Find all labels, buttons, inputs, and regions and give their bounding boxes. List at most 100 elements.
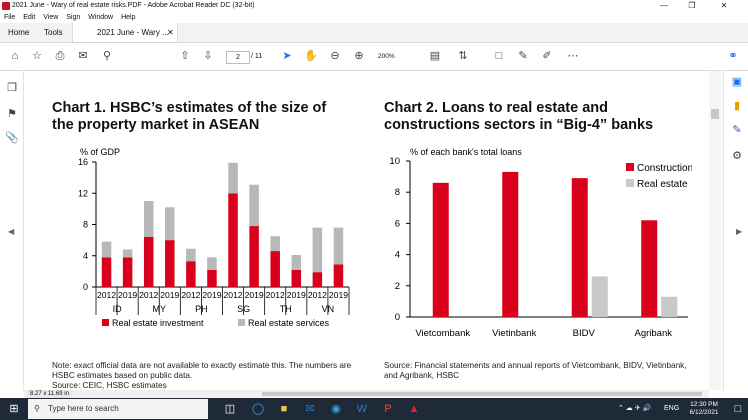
share-icon[interactable]: ⚭ [728, 50, 738, 62]
windows-start-icon[interactable]: ⊞ [9, 403, 19, 415]
menu-window[interactable]: Window [88, 14, 114, 21]
minimize-icon[interactable]: — [660, 1, 668, 10]
chart1-group-label: SG [237, 304, 250, 314]
chart1-group-label: PH [195, 304, 208, 314]
bookmark-star-icon[interactable]: ☆ [32, 50, 42, 62]
taskbar-search-placeholder: Type here to search [48, 404, 119, 413]
chart1-legend-swatch-investment [102, 319, 109, 326]
menu-file[interactable]: File [4, 14, 16, 21]
chart1-legend-services: Real estate services [248, 318, 330, 328]
word-icon[interactable]: W [356, 403, 368, 415]
chart1-bar-investment [291, 269, 302, 287]
chart1-xtick-label: 2012 [308, 290, 327, 300]
hand-tool-icon[interactable]: ✋ [304, 50, 318, 62]
taskbar-search-box[interactable]: ⚲ Type here to search [28, 399, 208, 419]
chart1-xtick-label: 2019 [329, 290, 348, 300]
highlight-pen-icon[interactable]: ✎ [518, 50, 528, 62]
menu-bar: File Edit View Sign Window Help [0, 12, 748, 23]
fill-sign-icon[interactable]: ✎ [732, 124, 742, 136]
attachments-icon[interactable]: 📎 [5, 132, 19, 144]
chart2-bar-construction [502, 171, 519, 317]
chart1-ytick-label: 0 [83, 282, 88, 292]
chart1-bar-investment [207, 269, 217, 287]
horizontal-scrollbar[interactable]: 8.27 x 11.69 in [24, 390, 709, 398]
chart1-xtick-label: 2019 [118, 290, 137, 300]
more-tools-icon[interactable]: ⋯ [567, 50, 579, 62]
chart1-bar-services [312, 227, 323, 273]
left-navigation-rail: ❐ ⚑ 📎 ◀ [0, 71, 24, 391]
prev-page-icon[interactable]: ⇧ [180, 50, 190, 62]
chart1-bar-investment [186, 261, 196, 287]
chart1-bar-investment [333, 264, 344, 287]
tab-document-label: 2021 June - Wary ... [97, 28, 169, 37]
chart2-bar-construction [432, 182, 449, 317]
chart2-ylabel: % of each bank's total loans [410, 147, 522, 157]
notifications-icon[interactable]: □ [734, 403, 742, 415]
menu-help[interactable]: Help [121, 14, 136, 21]
chart2-legend-construction: Construction [637, 163, 692, 174]
tray-icons[interactable]: ⌃ ☁ ✈ 🔊 [618, 405, 652, 412]
outlook-icon[interactable]: ✉ [305, 403, 315, 415]
chart2-legend-swatch-real-estate [626, 179, 634, 187]
fit-page-icon[interactable]: ▤ [429, 50, 441, 62]
chart1-xtick-label: 2019 [287, 290, 306, 300]
vertical-scrollbar[interactable] [709, 71, 721, 390]
chart1-group-label: ID [113, 304, 123, 314]
comment-icon[interactable]: □ [495, 50, 503, 62]
email-icon[interactable]: ✉ [78, 50, 88, 62]
bookmarks-icon[interactable]: ⚑ [7, 108, 17, 120]
chrome-icon[interactable]: ◉ [331, 403, 341, 415]
chart1-bar-services [186, 248, 196, 262]
comment-tool-icon[interactable]: ▮ [733, 100, 741, 112]
more-tools-rail-icon[interactable]: ⚙ [732, 150, 742, 162]
page-size-label: 8.27 x 11.69 in [27, 390, 72, 398]
collapse-right-panel-icon[interactable]: ▶ [736, 227, 743, 236]
tab-document[interactable]: 2021 June - Wary ... ✕ [72, 23, 178, 42]
home-icon[interactable]: ⌂ [11, 50, 19, 62]
chart1-bar-investment [122, 257, 133, 287]
close-icon[interactable]: ✕ [720, 1, 728, 10]
close-tab-icon[interactable]: ✕ [167, 28, 174, 37]
task-view-icon[interactable]: ◫ [224, 403, 236, 415]
file-explorer-icon[interactable]: ■ [280, 403, 288, 415]
collapse-left-panel-icon[interactable]: ◀ [8, 227, 15, 236]
menu-sign[interactable]: Sign [66, 14, 81, 21]
chart2-ytick-label: 0 [395, 312, 400, 323]
menu-view[interactable]: View [43, 14, 59, 21]
select-cursor-icon[interactable]: ➤ [282, 50, 292, 62]
zoom-level-select[interactable]: 200% [378, 53, 395, 60]
chart2-ytick-label: 6 [395, 218, 400, 229]
page-thumbnails-icon[interactable]: ❐ [7, 82, 17, 94]
chart1-note-line1: Note: exact official data are not availa… [52, 361, 352, 370]
horizontal-scroll-thumb[interactable] [262, 392, 702, 396]
window-title: 2021 June - Wary of real estate risks.PD… [12, 2, 255, 9]
restore-icon[interactable]: ❐ [688, 1, 696, 10]
tab-home[interactable]: Home [8, 28, 30, 37]
scan-ocr-icon[interactable]: ▣ [731, 76, 743, 88]
vertical-scroll-thumb[interactable] [711, 109, 719, 119]
clock-date: 6/12/2021 [689, 409, 719, 416]
clock[interactable]: 12:30 PM 6/12/2021 [684, 401, 724, 417]
powerpoint-icon[interactable]: P [384, 403, 392, 415]
page-number-input[interactable]: 2 [226, 51, 250, 64]
zoom-out-icon[interactable]: ⊖ [330, 50, 340, 62]
chart2-xtick-label: Vietcombank [415, 328, 470, 339]
chart1-ylabel: % of GDP [80, 147, 120, 157]
zoom-in-icon[interactable]: ⊕ [354, 50, 364, 62]
tab-tools[interactable]: Tools [44, 28, 63, 37]
print-icon[interactable]: ⎙ [55, 50, 65, 62]
chart1-bar-services [228, 162, 238, 194]
language-indicator[interactable]: ENG [664, 405, 680, 412]
chart1-group-label: MY [153, 304, 167, 314]
tab-bar: Home Tools 2021 June - Wary ... ✕ [0, 23, 748, 43]
chart1-bar-services [333, 227, 344, 265]
menu-edit[interactable]: Edit [23, 14, 36, 21]
draw-icon[interactable]: ✐ [542, 50, 552, 62]
scroll-mode-icon[interactable]: ⇅ [458, 50, 468, 62]
chart1-title-line2: the property market in ASEAN [52, 117, 260, 133]
chart1-xtick-label: 2012 [181, 290, 200, 300]
edge-browser-icon[interactable]: ◯ [251, 403, 265, 415]
search-icon[interactable]: ⚲ [102, 50, 112, 62]
next-page-icon[interactable]: ⇩ [203, 50, 213, 62]
acrobat-icon[interactable]: ▲ [408, 403, 420, 415]
